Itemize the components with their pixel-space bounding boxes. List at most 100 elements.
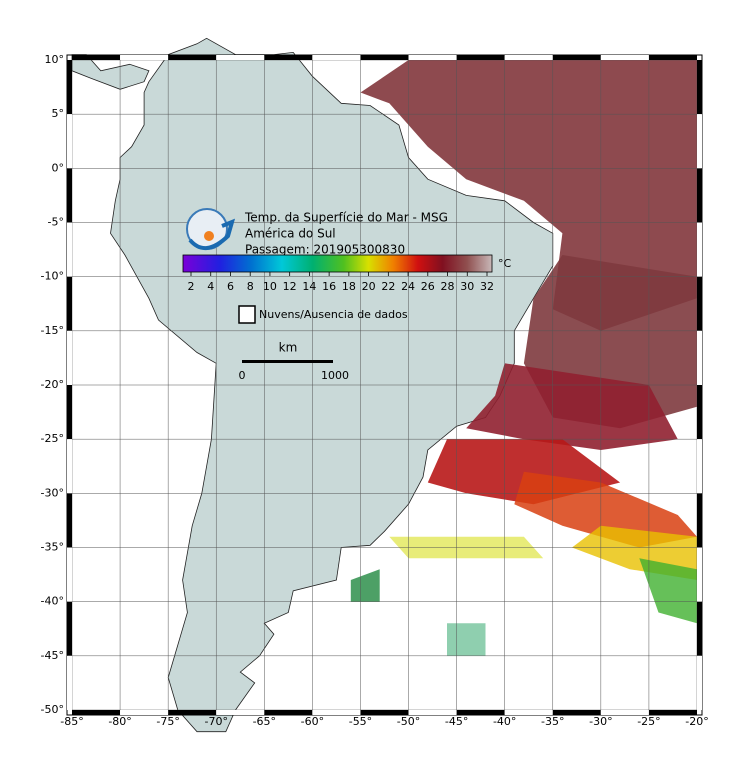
frame-segment <box>504 55 553 60</box>
frame-segment <box>456 55 505 60</box>
colorbar-tick-label: 12 <box>283 280 297 293</box>
frame-segment <box>67 60 72 115</box>
frame-segment <box>552 55 601 60</box>
lon-label: -50° <box>397 715 420 728</box>
lat-label: -45° <box>41 649 64 662</box>
lat-label: 10° <box>45 53 65 66</box>
frame-segment <box>216 55 265 60</box>
frame-segment <box>648 55 697 60</box>
frame-segment <box>120 710 169 715</box>
frame-segment <box>67 601 72 656</box>
legend-title: Temp. da Superfície do Mar - MSG <box>244 211 448 225</box>
lon-label: -55° <box>349 715 372 728</box>
sst-patch <box>514 471 697 548</box>
lon-label: -45° <box>445 715 468 728</box>
logo-arrow <box>188 218 236 250</box>
colorbar-tick-label: 6 <box>227 280 234 293</box>
scale-unit: km <box>279 341 298 355</box>
frame-segment <box>264 55 313 60</box>
sst-patch <box>447 623 486 656</box>
frame-segment <box>697 547 702 602</box>
lon-label: -40° <box>493 715 516 728</box>
colorbar-tick-label: 24 <box>401 280 415 293</box>
frame-segment <box>600 710 649 715</box>
colorbar-tick-label: 4 <box>207 280 214 293</box>
frame-segment <box>67 655 72 710</box>
frame-segment <box>120 55 169 60</box>
frame-segment <box>67 168 72 223</box>
colorbar-tick-label: 30 <box>460 280 474 293</box>
lat-label: -25° <box>41 432 64 445</box>
scale-label: 0 <box>239 369 246 382</box>
legend: Temp. da Superfície do Mar - MSG América… <box>182 208 512 382</box>
frame-segment <box>67 222 72 277</box>
colorbar-tick-label: 22 <box>381 280 395 293</box>
lat-label: -40° <box>41 595 64 608</box>
lon-label: -35° <box>541 715 564 728</box>
frame-segment <box>697 60 702 115</box>
frame-segment <box>408 55 457 60</box>
colorbar-tick-label: 10 <box>263 280 277 293</box>
lon-label: -30° <box>589 715 612 728</box>
frame-segment <box>600 55 649 60</box>
legend-title: Passagem: 201905300830 <box>245 243 405 257</box>
lon-label: -80° <box>108 715 131 728</box>
frame-segment <box>72 710 121 715</box>
axis-labels: -85° -80° -75° -70° -65° -60° -55° -50° -45° -40°… <box>41 53 709 728</box>
sst-patch <box>639 558 697 624</box>
lon-label: -75° <box>156 715 179 728</box>
frame-segment <box>72 55 121 60</box>
lon-label: -85° <box>60 715 83 728</box>
frame-segment <box>360 55 409 60</box>
lon-label: -65° <box>253 715 276 728</box>
frame-segment <box>67 330 72 385</box>
frame-segment <box>360 710 409 715</box>
grid <box>71 59 698 711</box>
frame-segment <box>697 493 702 548</box>
sst-patches <box>350 60 697 656</box>
frame-segment <box>456 710 505 715</box>
no-data-label: Nuvens/Ausencia de dados <box>259 308 408 321</box>
lat-label: 0° <box>52 161 65 174</box>
frame-segment <box>67 547 72 602</box>
frame-segment <box>168 55 217 60</box>
frame-segment <box>67 439 72 494</box>
lat-label: -35° <box>41 541 64 554</box>
frame-segment <box>697 168 702 223</box>
frame-segment <box>697 439 702 494</box>
frame-segment <box>67 385 72 440</box>
frame-segment <box>697 385 702 440</box>
frame-segment <box>264 710 313 715</box>
colorbar-tick-label: 16 <box>322 280 336 293</box>
colorbar-tick-label: 28 <box>441 280 455 293</box>
colorbar <box>182 254 493 273</box>
no-data-swatch <box>238 305 256 324</box>
lon-label: -25° <box>637 715 660 728</box>
colorbar-tick-label: 2 <box>188 280 195 293</box>
lat-label: -20° <box>41 378 64 391</box>
landmass <box>71 54 150 90</box>
lon-label: -70° <box>204 715 227 728</box>
lon-label: -20° <box>685 715 708 728</box>
frame-segment <box>67 276 72 331</box>
frame-segment <box>168 710 217 715</box>
frame-segment <box>312 55 361 60</box>
frame-segment <box>697 276 702 331</box>
frame-segment <box>648 710 697 715</box>
frame-segment <box>408 710 457 715</box>
scale-bar <box>242 360 333 363</box>
frame-segment <box>312 710 361 715</box>
logo-sun <box>204 231 214 241</box>
lat-label: -15° <box>41 324 64 337</box>
lon-label: -60° <box>301 715 324 728</box>
sst-patch <box>350 569 380 602</box>
frame-segment <box>67 114 72 169</box>
frame-segment <box>216 710 265 715</box>
scale-label: 1000 <box>321 369 349 382</box>
lat-label: -10° <box>41 270 64 283</box>
colorbar-tick-label: 18 <box>342 280 356 293</box>
frame <box>66 54 703 716</box>
colorbar-unit: °C <box>498 257 512 270</box>
frame-segment <box>697 222 702 277</box>
